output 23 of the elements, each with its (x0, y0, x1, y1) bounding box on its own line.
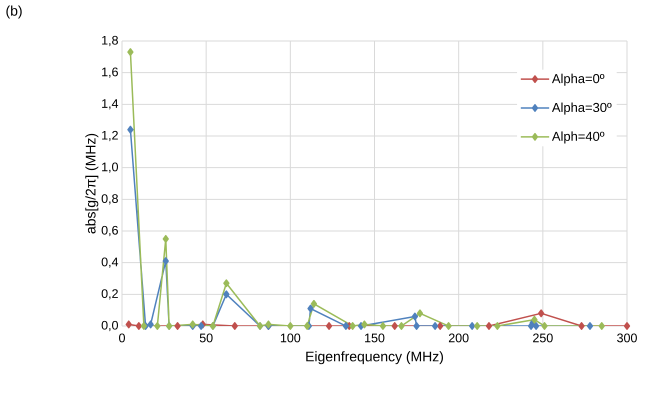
text: (b) (6, 6, 22, 19)
x-tick-label: 250 (533, 334, 553, 342)
y-tick-label: 0,4 (102, 258, 118, 268)
x-tick-label: 50 (200, 334, 213, 342)
legend-label: Alph=40º (552, 131, 604, 144)
y-tick-label: 0,8 (102, 194, 118, 204)
legend-label: Alpha=0º (552, 74, 604, 86)
x-tick-label: 150 (365, 334, 384, 342)
y-axis-title: abs[g/2π] (MHz) (85, 134, 98, 234)
y-tick-label: 0,0 (102, 320, 118, 332)
y-tick-label: 0,6 (102, 226, 118, 236)
y-tick-label: 1,4 (102, 99, 118, 110)
y-tick-label: 1,8 (102, 36, 118, 46)
x-tick-label: 200 (448, 334, 469, 342)
x-tick-label: 0 (119, 334, 125, 342)
legend-label: Alpha=30º (552, 102, 612, 115)
y-tick-label: 1,2 (102, 130, 118, 142)
x-tick-label: 300 (617, 334, 637, 342)
y-tick-label: 1,0 (102, 162, 118, 173)
y-tick-label: 1,6 (102, 68, 118, 78)
x-tick-label: 100 (280, 334, 300, 342)
x-axis-title: Eigenfrequency (MHz) (306, 351, 443, 364)
y-tick-label: 0,2 (102, 289, 118, 300)
